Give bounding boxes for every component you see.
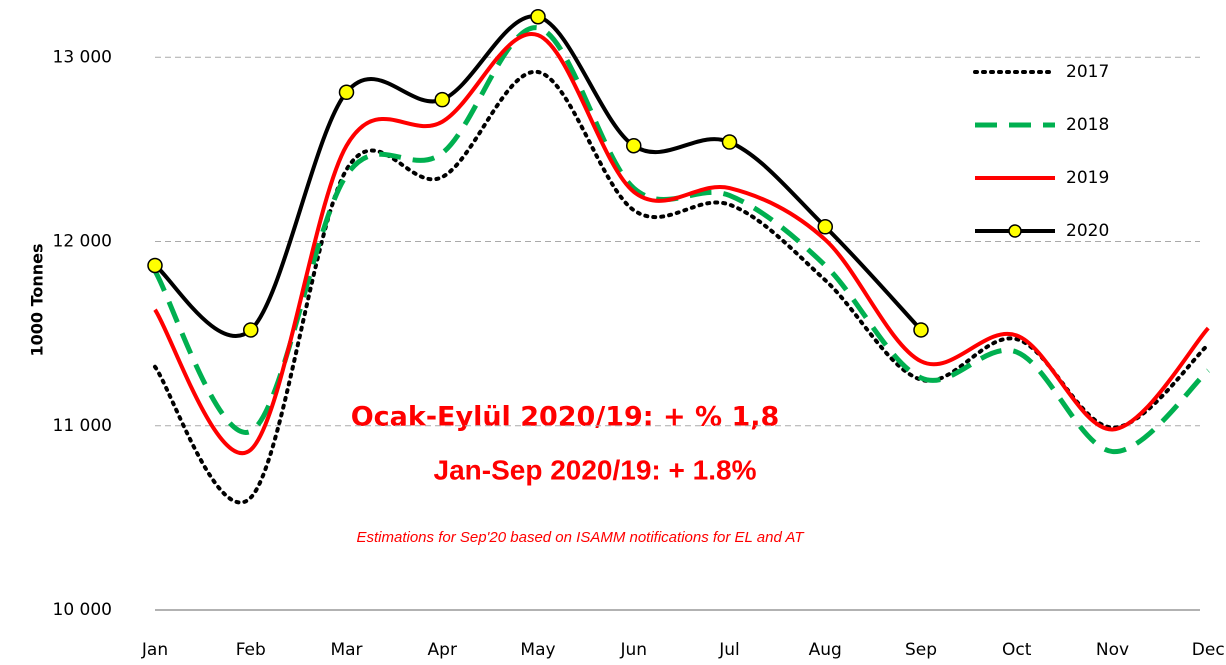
legend-label: 2018 <box>1066 115 1109 135</box>
x-tick-label: Aug <box>809 640 842 660</box>
y-tick-label: 13 000 <box>53 47 112 67</box>
point-marker <box>626 137 642 154</box>
point-marker <box>913 322 929 338</box>
annotation: Jan-Sep 2020/19: + 1.8% <box>434 454 757 485</box>
x-tick-label: Feb <box>236 640 266 660</box>
point-marker <box>530 8 546 25</box>
legend-marker <box>1008 224 1022 238</box>
annotation: Ocak-Eylül 2020/19: + % 1,8 <box>351 402 780 433</box>
x-tick-label: Mar <box>330 640 362 660</box>
legend-label: 2020 <box>1066 221 1109 241</box>
x-tick-label: Sep <box>905 640 937 660</box>
point-marker <box>434 91 450 108</box>
series-line <box>152 25 1210 455</box>
point-marker <box>721 134 738 150</box>
x-tick-label: Jun <box>619 640 647 660</box>
series-line <box>153 69 1211 505</box>
x-tick-label: Apr <box>428 640 457 660</box>
annotation-note: Estimations for Sep'20 based on ISAMM no… <box>357 529 806 546</box>
legend-label: 2019 <box>1066 168 1109 188</box>
series-line <box>153 14 923 339</box>
y-axis-label: 1000 Tonnes <box>28 243 47 356</box>
x-tick-label: Dec <box>1192 640 1225 660</box>
x-tick-label: May <box>520 640 555 660</box>
y-tick-label: 12 000 <box>53 232 112 252</box>
legend-label: 2017 <box>1066 62 1109 82</box>
x-tick-label: Jan <box>141 640 168 660</box>
point-marker <box>338 84 355 101</box>
y-tick-label: 11 000 <box>53 416 112 436</box>
x-tick-label: Oct <box>1002 640 1032 660</box>
point-marker <box>147 257 163 274</box>
x-tick-label: Jul <box>718 640 740 660</box>
point-marker <box>817 219 833 235</box>
x-tick-label: Nov <box>1096 640 1129 660</box>
series-line <box>153 32 1210 455</box>
y-tick-label: 10 000 <box>53 600 112 620</box>
point-marker <box>243 322 259 338</box>
